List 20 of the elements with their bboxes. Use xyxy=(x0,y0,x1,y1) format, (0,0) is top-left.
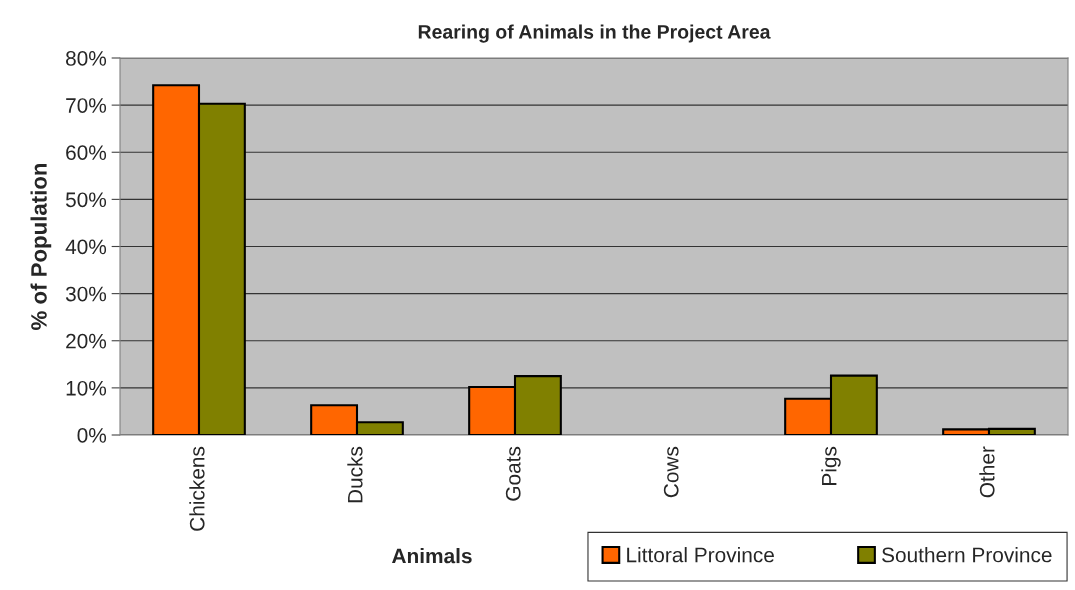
y-tick-label: 80% xyxy=(66,51,107,66)
x-axis-title: Animals xyxy=(392,548,472,564)
y-axis-title: % of Population xyxy=(30,163,52,330)
x-tick-label: Chickens xyxy=(189,446,205,531)
y-tick-label: 60% xyxy=(66,145,107,160)
y-tick-label: 40% xyxy=(65,239,107,255)
y-tick-label: 70% xyxy=(66,98,107,113)
legend-label: Littoral Province xyxy=(627,547,774,563)
x-tick-label: Other xyxy=(979,446,995,498)
y-tick-label: 50% xyxy=(65,192,107,208)
y-tick-label: 20% xyxy=(66,333,107,349)
legend-label: Southern Province xyxy=(882,547,1052,563)
x-tick-label: Ducks xyxy=(347,446,363,503)
y-tick-label: 10% xyxy=(66,380,107,396)
x-tick-label: Cows xyxy=(663,446,679,498)
y-tick-label: 0% xyxy=(77,428,107,443)
x-tick-label: Pigs xyxy=(821,446,841,485)
chart-title: Rearing of Animals in the Project Area xyxy=(418,24,771,43)
x-tick-label: Goats xyxy=(505,446,521,501)
y-tick-label: 30% xyxy=(65,286,107,302)
